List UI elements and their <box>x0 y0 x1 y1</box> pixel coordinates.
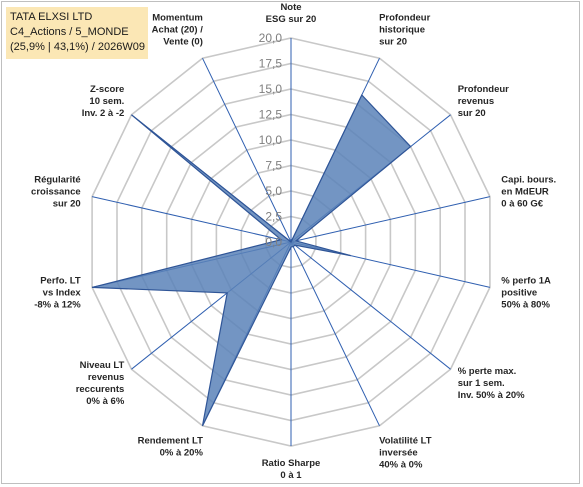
radar-tick-labels: 0,0 2,5 5,0 7,5 10,0 12,5 15,0 17,5 20,0 <box>259 31 283 249</box>
axis-label: Momentum Achat (20) / Vente (0) <box>152 12 204 47</box>
tick-label: 12,5 <box>259 108 283 122</box>
tick-label: 20,0 <box>259 31 283 45</box>
axis-label: Niveau LT revenus reccurents 0% à 6% <box>76 360 125 407</box>
score-week: (25,9% | 43,1%) / 2026W09 <box>10 41 145 53</box>
tick-label: 0,0 <box>265 235 282 249</box>
axis-label: Capi. bours. en MdEUR 0 à 60 G€ <box>501 175 556 210</box>
tick-label: 2,5 <box>265 210 282 224</box>
radar-spoke <box>290 196 491 243</box>
radar-spoke <box>290 241 451 370</box>
axis-label: Perfo. LT vs Index -8% à 12% <box>34 275 81 310</box>
axis-label: Rendement LT 0% à 20% <box>138 436 204 459</box>
tick-label: 17,5 <box>259 57 283 71</box>
radar-axis-labels: Note ESG sur 20 Profondeur historique sur 20… <box>31 2 556 481</box>
axis-label: Régularité croissance sur 20 <box>31 175 81 210</box>
axis-label: Ratio Sharpe 0 à 1 <box>262 458 321 481</box>
tick-label: 7,5 <box>265 159 282 173</box>
portfolio-path: C4_Actions / 5_MONDE <box>10 26 129 38</box>
axis-label: Note ESG sur 20 <box>266 2 317 25</box>
axis-label: Volatilité LT inversée 40% à 0% <box>379 436 432 471</box>
company-name: TATA ELXSI LTD <box>10 11 93 23</box>
axis-label: % perte max. sur 1 sem. Inv. 50% à 20% <box>458 366 525 401</box>
axis-label: Profondeur historique sur 20 <box>379 12 430 47</box>
tick-label: 10,0 <box>259 133 283 147</box>
series-area <box>91 93 412 427</box>
tick-label: 15,0 <box>259 82 283 96</box>
axis-label: Z-score 10 sem. Inv. 2 à -2 <box>82 84 125 119</box>
axis-label: Profondeur revenus sur 20 <box>458 84 509 119</box>
radar-spoke <box>290 241 380 427</box>
chart-header-box: TATA ELXSI LTD C4_Actions / 5_MONDE (25,… <box>6 7 148 59</box>
radar-series <box>91 93 412 427</box>
axis-label: % perfo 1A positive 50% à 80% <box>501 275 551 310</box>
radar-spoke <box>202 57 292 243</box>
radar-spoke <box>91 196 292 243</box>
tick-label: 5,0 <box>265 184 282 198</box>
